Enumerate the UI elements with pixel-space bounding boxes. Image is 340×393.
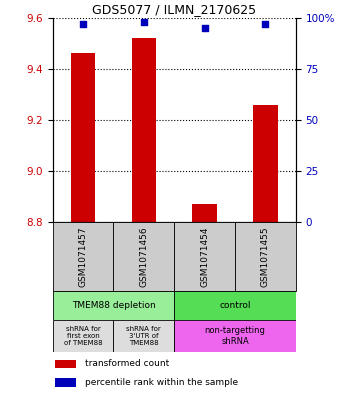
Point — [80, 21, 86, 27]
Text: control: control — [219, 301, 251, 310]
Bar — [53, 320, 114, 352]
Text: other: other — [0, 392, 1, 393]
Bar — [53, 222, 114, 291]
Text: GSM1071456: GSM1071456 — [139, 226, 148, 287]
Bar — [192, 204, 217, 222]
Bar — [253, 105, 277, 222]
Bar — [71, 53, 95, 222]
Title: GDS5077 / ILMN_2170625: GDS5077 / ILMN_2170625 — [92, 4, 256, 17]
Bar — [174, 320, 296, 352]
Bar — [174, 222, 235, 291]
Point — [202, 25, 207, 31]
Bar — [114, 222, 174, 291]
Text: GSM1071455: GSM1071455 — [261, 226, 270, 287]
Bar — [53, 291, 174, 320]
Text: GSM1071454: GSM1071454 — [200, 226, 209, 286]
Bar — [55, 378, 76, 387]
Bar — [114, 320, 174, 352]
Text: transformed count: transformed count — [85, 360, 169, 368]
Text: TMEM88 depletion: TMEM88 depletion — [72, 301, 155, 310]
Bar — [132, 38, 156, 222]
Text: percentile rank within the sample: percentile rank within the sample — [85, 378, 238, 387]
Bar — [235, 222, 296, 291]
Text: GSM1071457: GSM1071457 — [79, 226, 88, 287]
Text: protocol: protocol — [0, 392, 1, 393]
Point — [141, 18, 147, 25]
Point — [263, 21, 268, 27]
Bar — [174, 291, 296, 320]
Text: non-targetting
shRNA: non-targetting shRNA — [205, 326, 266, 346]
Bar — [55, 360, 76, 368]
Text: shRNA for
first exon
of TMEM88: shRNA for first exon of TMEM88 — [64, 326, 102, 346]
Text: shRNA for
3'UTR of
TMEM88: shRNA for 3'UTR of TMEM88 — [126, 326, 161, 346]
